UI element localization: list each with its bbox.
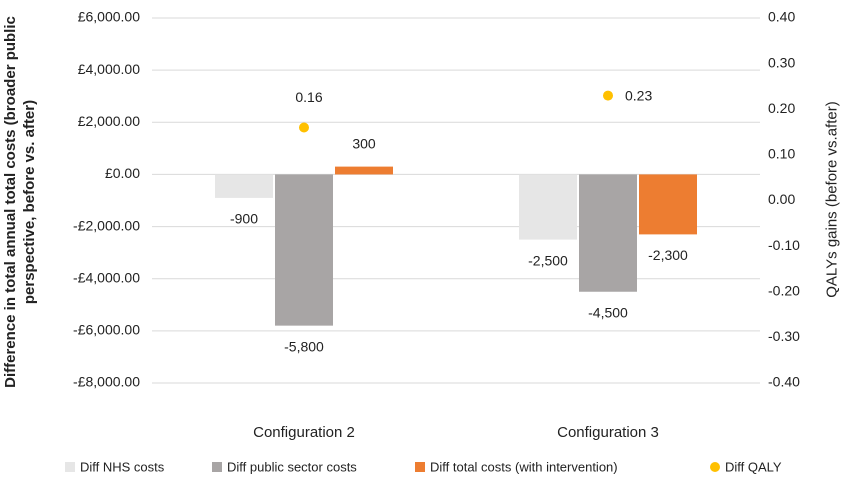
point [603,90,613,101]
data-label: 300 [352,135,376,151]
bar [639,174,697,235]
x-tick-label: Configuration 3 [557,424,659,441]
x-tick-label: Configuration 2 [253,424,355,441]
y2-tick-label: -0.40 [768,374,800,390]
y-tick-label: -£8,000.00 [73,374,140,390]
y2-tick-label: 0.10 [768,146,795,162]
data-label: -5,800 [284,338,324,354]
bar [215,174,273,198]
data-label: 0.16 [295,89,322,105]
legend-swatch [212,462,222,472]
data-label: -900 [230,211,258,227]
y2-tick-label: 0.20 [768,100,795,116]
y2-axis-title: QALYs gains (before vs.after) [823,101,841,298]
bar [519,174,577,240]
legend-label: Diff public sector costs [227,459,357,474]
bar [275,174,333,326]
y2-tick-label: -0.10 [768,237,800,253]
y2-tick-label: -0.20 [768,282,800,298]
y-tick-label: £4,000.00 [78,61,140,77]
bar [579,174,637,292]
point [299,122,309,133]
y-tick-label: -£4,000.00 [73,269,140,285]
legend-label: Diff NHS costs [80,459,165,474]
data-label: 0.23 [625,87,652,103]
data-label: -2,500 [528,252,568,268]
legend-swatch [415,462,425,472]
y2-tick-label: 0.40 [768,9,795,25]
y-tick-label: £2,000.00 [78,113,140,129]
data-label: -4,500 [588,304,628,320]
y2-tick-label: -0.30 [768,328,800,344]
legend-swatch [710,462,720,472]
y-tick-label: £6,000.00 [78,9,140,25]
legend-label: Diff QALY [725,459,782,474]
y2-tick-label: 0.30 [768,54,795,70]
data-label: -2,300 [648,247,688,263]
y-tick-label: -£2,000.00 [73,217,140,233]
legend-label: Diff total costs (with intervention) [430,459,618,474]
y-axis-title: Difference in total annual total costs (… [2,16,38,388]
bar [335,166,393,175]
y2-tick-label: 0.00 [768,191,795,207]
legend-swatch [65,462,75,472]
y-tick-label: £0.00 [105,165,140,181]
y-tick-label: -£6,000.00 [73,322,140,338]
